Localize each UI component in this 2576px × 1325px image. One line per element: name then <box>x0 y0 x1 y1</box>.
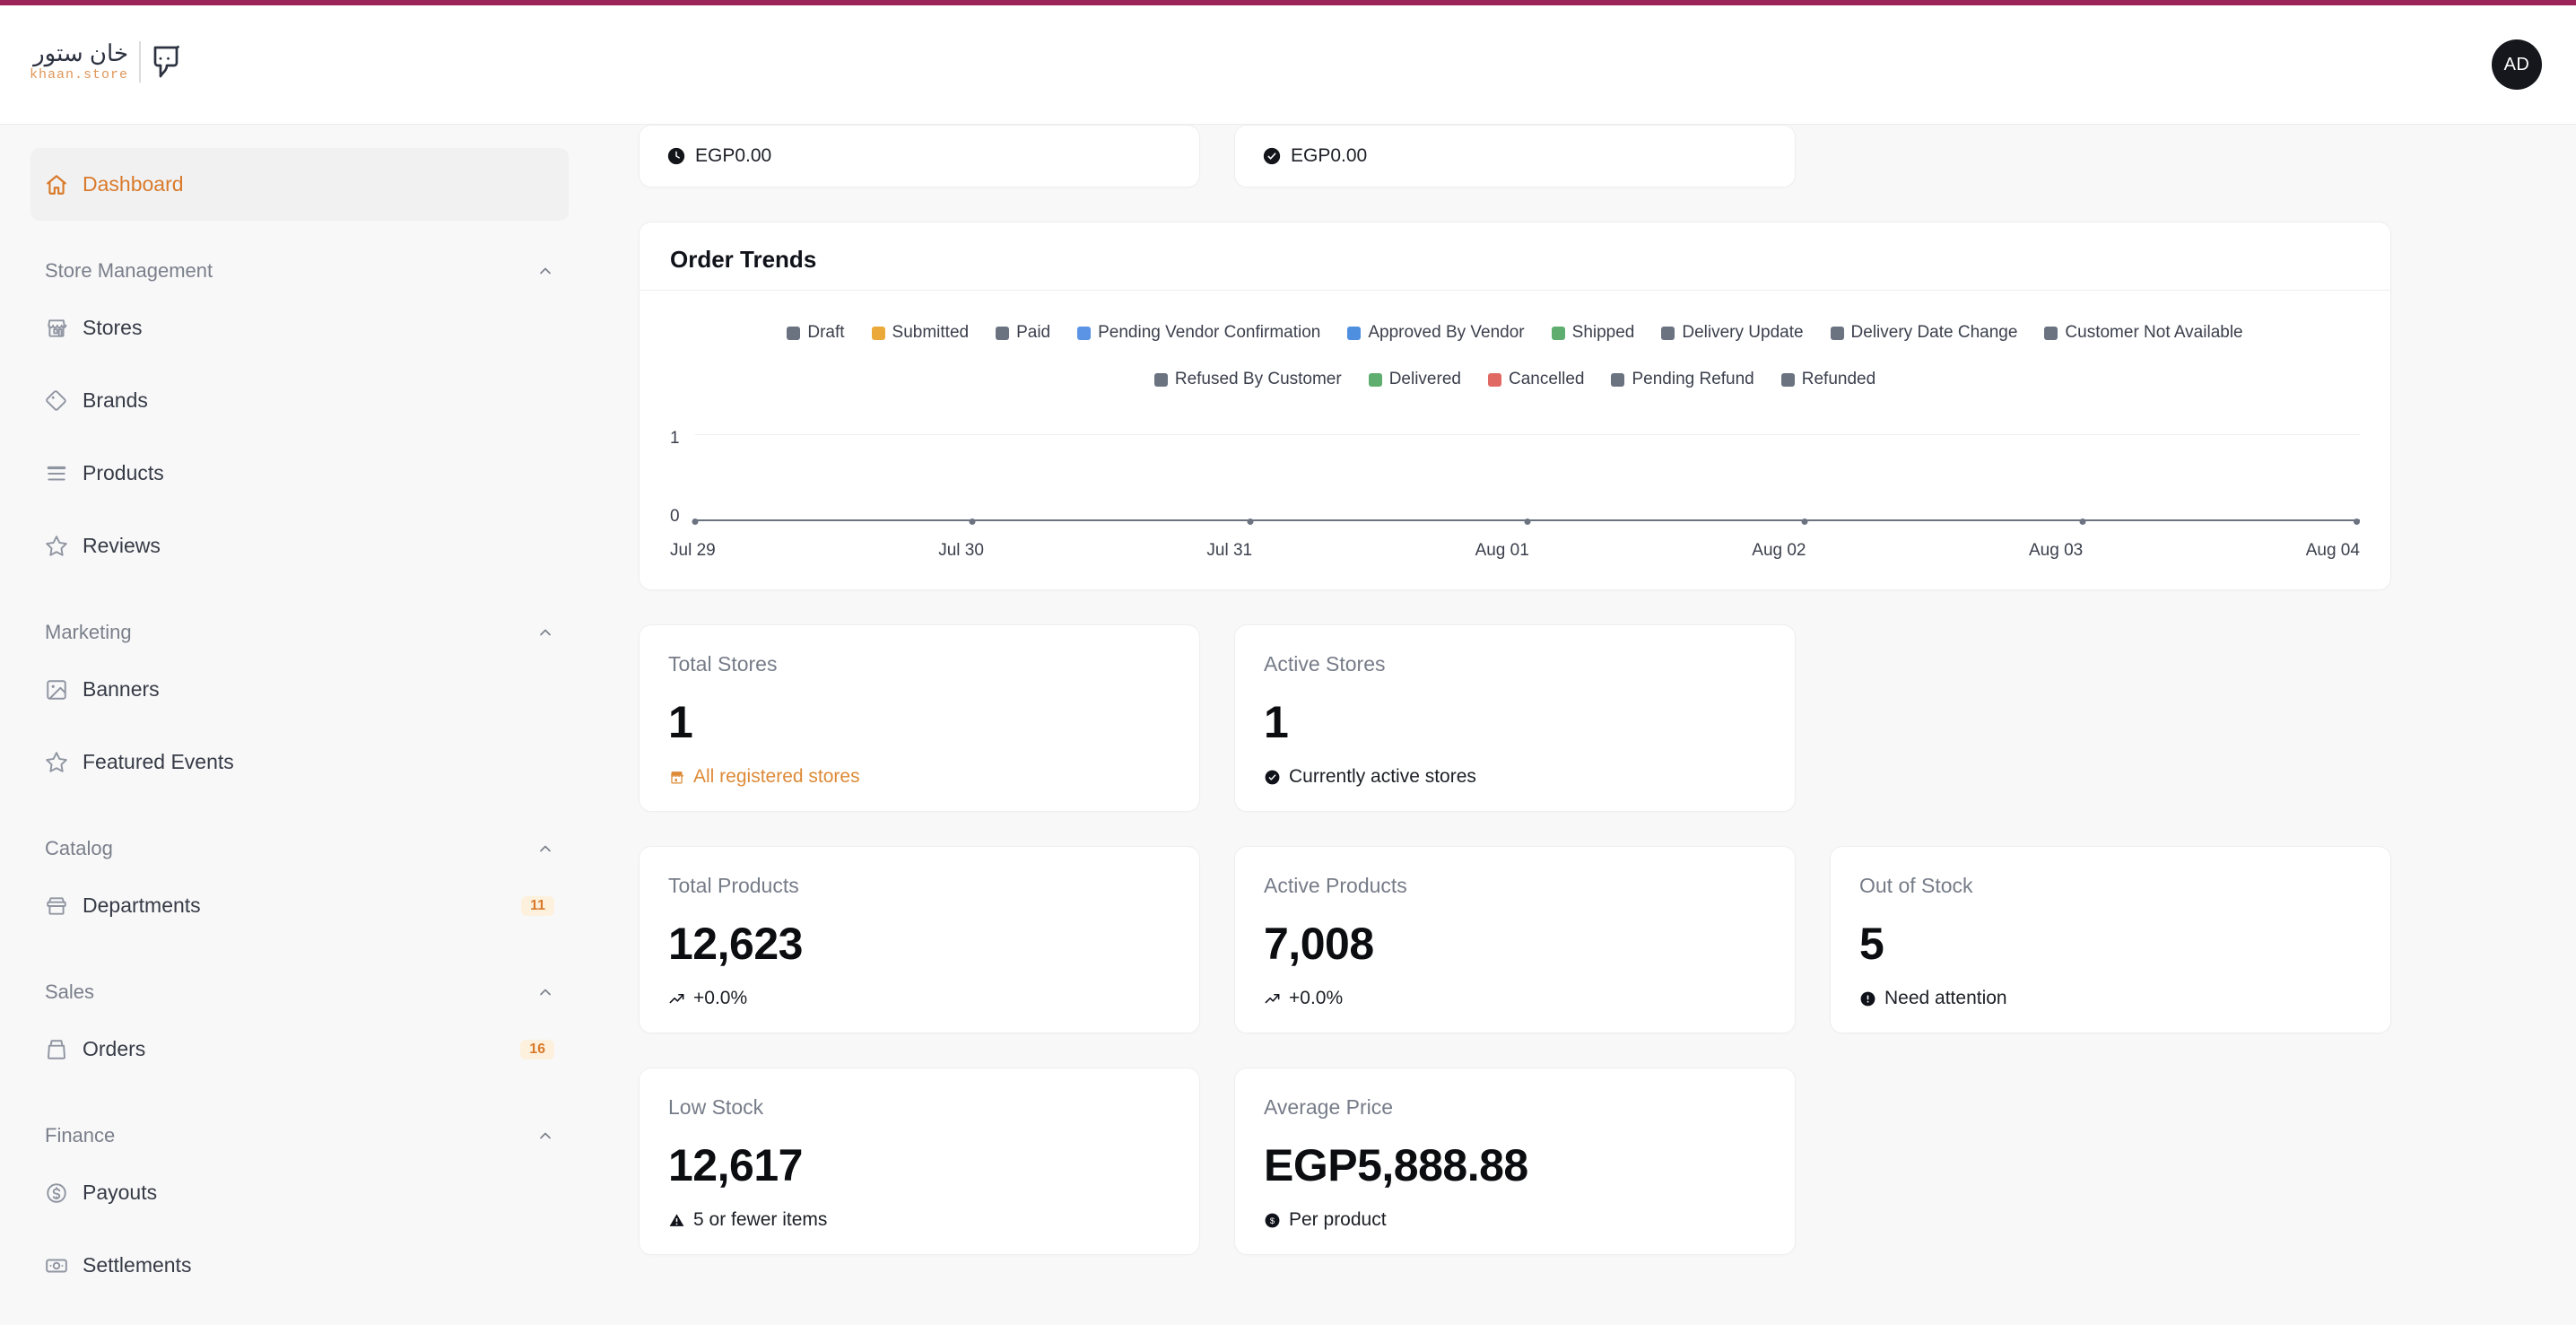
svg-text:$: $ <box>1270 1216 1275 1226</box>
